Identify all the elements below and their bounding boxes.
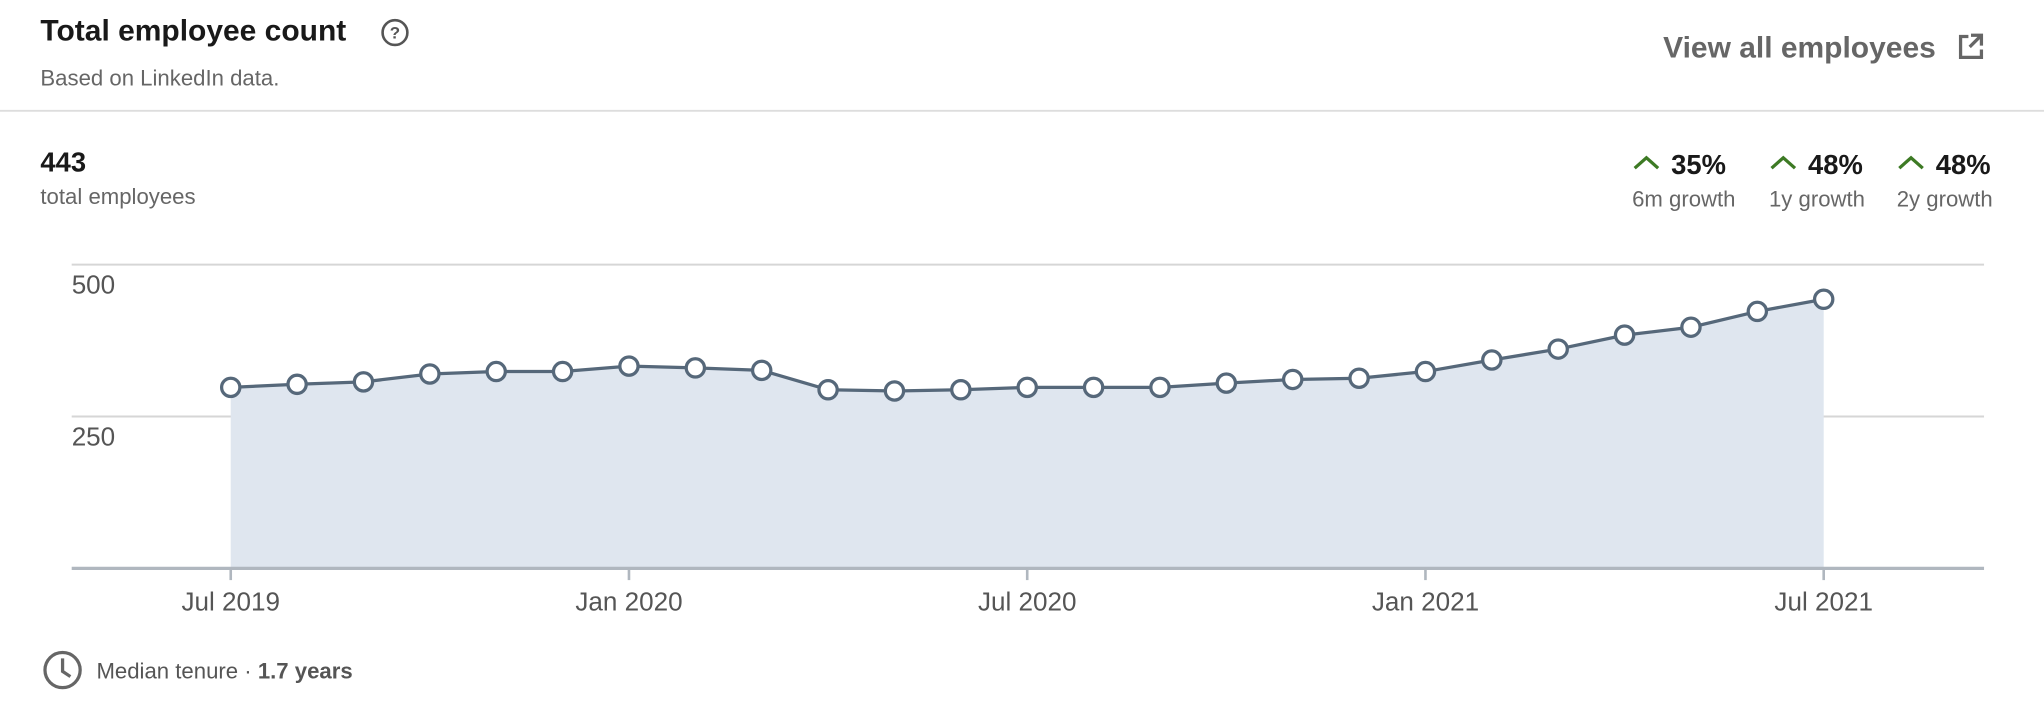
growth-label: 6m growth (1632, 187, 1735, 212)
point (1348, 367, 1370, 389)
y-tick-label: 500 (72, 270, 115, 300)
tenure-label: Median tenure (96, 659, 238, 684)
svg-text:?: ? (390, 23, 400, 42)
subtitle: Based on LinkedIn data. (40, 65, 279, 90)
growth-label: 1y growth (1769, 187, 1865, 212)
point (419, 363, 441, 385)
point (1812, 288, 1835, 311)
clock-icon (43, 650, 82, 690)
x-tick-label: Jan 2020 (575, 586, 682, 616)
point (1082, 376, 1105, 399)
help-icon[interactable]: ? (381, 18, 409, 47)
point (1746, 300, 1769, 323)
point (551, 360, 574, 383)
point (950, 379, 972, 401)
title: Total employee count (40, 15, 346, 48)
point (1149, 376, 1171, 399)
point (1481, 349, 1503, 371)
point (1613, 324, 1636, 346)
point (1215, 372, 1238, 394)
growth-value: 48% (1936, 149, 1991, 180)
point (750, 359, 773, 382)
tenure-value: 1.7 years (258, 659, 353, 684)
x-tick-label: Jan 2021 (1372, 586, 1479, 616)
point (1281, 368, 1304, 391)
area (230, 299, 1824, 569)
growth-arrow (1770, 155, 1797, 170)
point (1547, 338, 1569, 360)
growth-arrow (1898, 155, 1924, 170)
point (618, 355, 640, 377)
x-tick-label: Jul 2019 (181, 586, 280, 616)
point (817, 379, 839, 401)
separator: · (244, 659, 251, 684)
x-tick-label: Jul 2020 (978, 586, 1077, 616)
total-label: total employees (40, 184, 195, 209)
y-tick-label: 250 (72, 422, 115, 452)
growth-label: 2y growth (1897, 187, 1993, 212)
total-count: 443 (40, 146, 86, 177)
median-tenure: Median tenure · 1.7 years (96, 659, 352, 684)
point (286, 373, 308, 396)
growth-value: 35% (1671, 149, 1726, 180)
point (352, 371, 375, 393)
point (684, 357, 707, 379)
growth-arrow (1633, 155, 1660, 170)
point (1680, 316, 1702, 338)
point (485, 360, 507, 383)
growth-value: 48% (1808, 149, 1863, 180)
point (1414, 360, 1437, 383)
point (883, 380, 906, 402)
external-link-icon[interactable] (1958, 33, 1984, 60)
point (219, 376, 242, 399)
x-tick-label: Jul 2021 (1774, 586, 1873, 616)
view-all-link[interactable]: View all employees (1663, 31, 1936, 64)
point (1016, 376, 1038, 399)
